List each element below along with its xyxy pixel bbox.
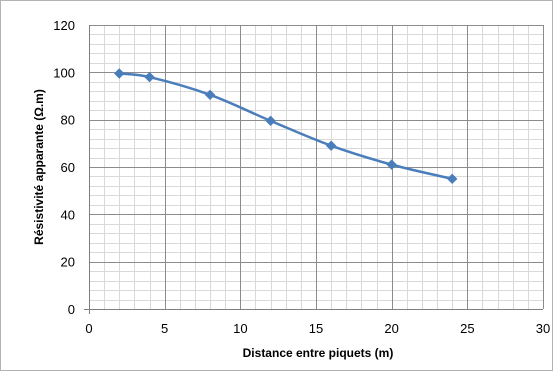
data-point-marker xyxy=(325,140,337,151)
x-tick-label: 15 xyxy=(309,321,323,336)
y-tick-label: 120 xyxy=(53,18,75,33)
y-tick-label: 40 xyxy=(61,207,75,222)
data-point-marker xyxy=(144,71,155,83)
y-tick-label: 100 xyxy=(53,65,75,80)
series-line xyxy=(119,72,453,181)
x-tick-label: 25 xyxy=(460,321,474,336)
data-point-marker xyxy=(114,68,125,79)
x-tick-labels: 0 5 10 15 20 25 30 xyxy=(85,321,550,336)
x-axis-title: Distance entre piquets (m) xyxy=(243,346,394,360)
y-tick-label: 0 xyxy=(68,302,75,317)
data-point-marker xyxy=(386,159,397,170)
y-axis-title: Résistivité apparante (Ω.m) xyxy=(32,89,46,245)
y-tick-labels: 0 20 40 60 80 100 120 xyxy=(53,18,75,317)
x-tick-label: 5 xyxy=(161,321,168,336)
x-tick-label: 20 xyxy=(384,321,398,336)
y-tick-label: 20 xyxy=(61,255,75,270)
y-tick-label: 80 xyxy=(61,113,75,128)
x-tick-label: 30 xyxy=(536,321,550,336)
data-point-marker xyxy=(446,173,458,185)
y-tick-label: 60 xyxy=(61,160,75,175)
axes xyxy=(84,25,543,314)
major-gridlines xyxy=(89,25,544,310)
x-tick-label: 0 xyxy=(85,321,92,336)
series-layer xyxy=(114,68,458,185)
x-tick-label: 10 xyxy=(233,321,247,336)
data-point-marker xyxy=(265,115,276,127)
data-point-marker xyxy=(204,89,216,101)
